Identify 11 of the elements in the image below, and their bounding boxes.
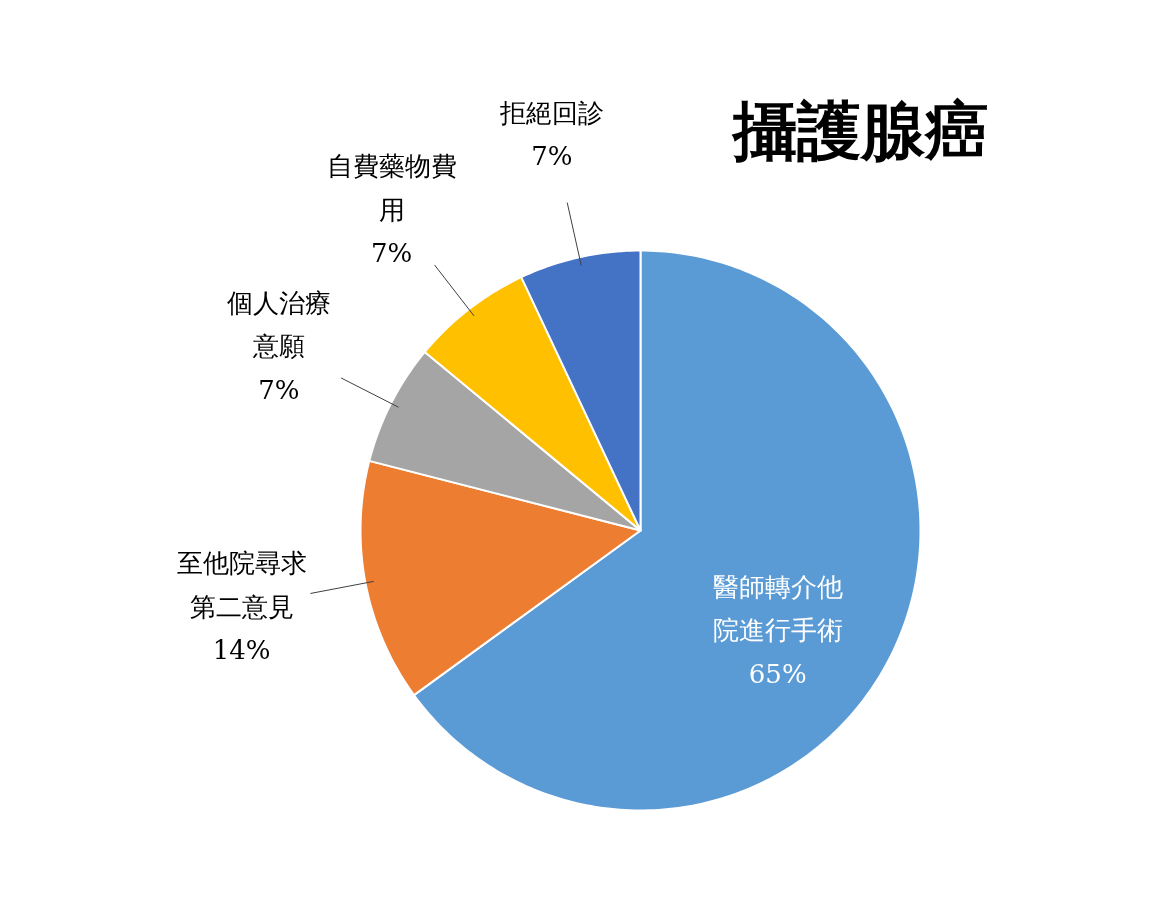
slice-label: 個人治療意願 <box>226 287 331 362</box>
slice-label: 至他院尋求第二意見 <box>176 548 307 622</box>
data-label: 14% <box>212 635 271 666</box>
data-label: 7% <box>258 374 300 405</box>
chart-title: 攝護腺癌 <box>730 93 989 168</box>
slice-label: 醫師轉介他院進行手術 <box>712 571 843 646</box>
slice-label: 自費藥物費用 <box>326 151 457 225</box>
data-label: 7% <box>531 141 573 172</box>
data-label: 7% <box>371 238 413 269</box>
slice-label: 拒絕回診 <box>498 97 604 128</box>
data-label: 65% <box>748 658 807 689</box>
